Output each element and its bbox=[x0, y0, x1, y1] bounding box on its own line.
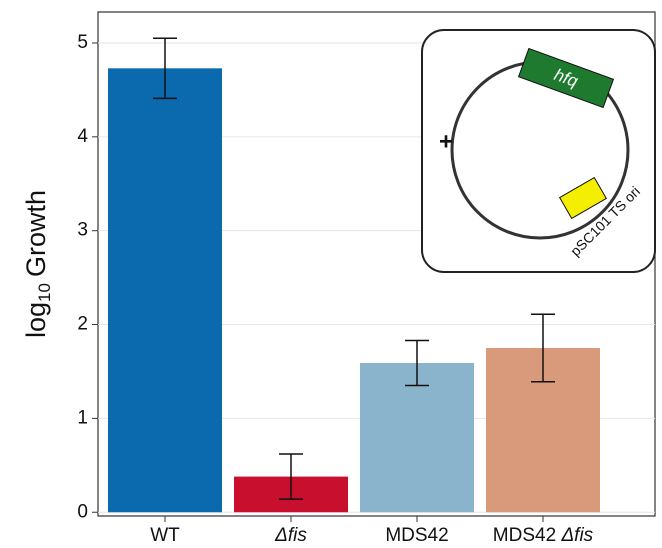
y-label-sub: 10 bbox=[35, 283, 54, 302]
label-part: MDS42 bbox=[493, 525, 562, 546]
bar bbox=[108, 68, 222, 512]
y-label-text: Growth bbox=[21, 190, 51, 277]
y-label-base: log bbox=[21, 302, 51, 338]
label-italic: Δfis bbox=[274, 525, 307, 546]
y-tick-label: 3 bbox=[77, 220, 88, 241]
y-tick-label: 2 bbox=[77, 314, 88, 335]
y-axis-label: log10 Growth bbox=[21, 190, 54, 338]
plus-sign: + bbox=[439, 128, 453, 155]
chart: log10 Growth + hfq pSC101 TS ori 0 1 2 3 4 5 WT… bbox=[0, 0, 662, 548]
y-tick-label: 4 bbox=[77, 126, 88, 147]
x-tick-label: WT bbox=[150, 525, 180, 546]
x-tick-label: MDS42 Δfis bbox=[493, 525, 594, 546]
y-tick-label: 1 bbox=[77, 407, 88, 428]
x-tick-label: Δfis bbox=[274, 525, 307, 546]
y-tick-label: 0 bbox=[77, 501, 88, 522]
inset-diagram: + hfq pSC101 TS ori bbox=[422, 30, 655, 272]
x-tick-label: MDS42 bbox=[385, 525, 448, 546]
label-italic: Δfis bbox=[560, 525, 593, 546]
y-tick-label: 5 bbox=[77, 32, 88, 53]
